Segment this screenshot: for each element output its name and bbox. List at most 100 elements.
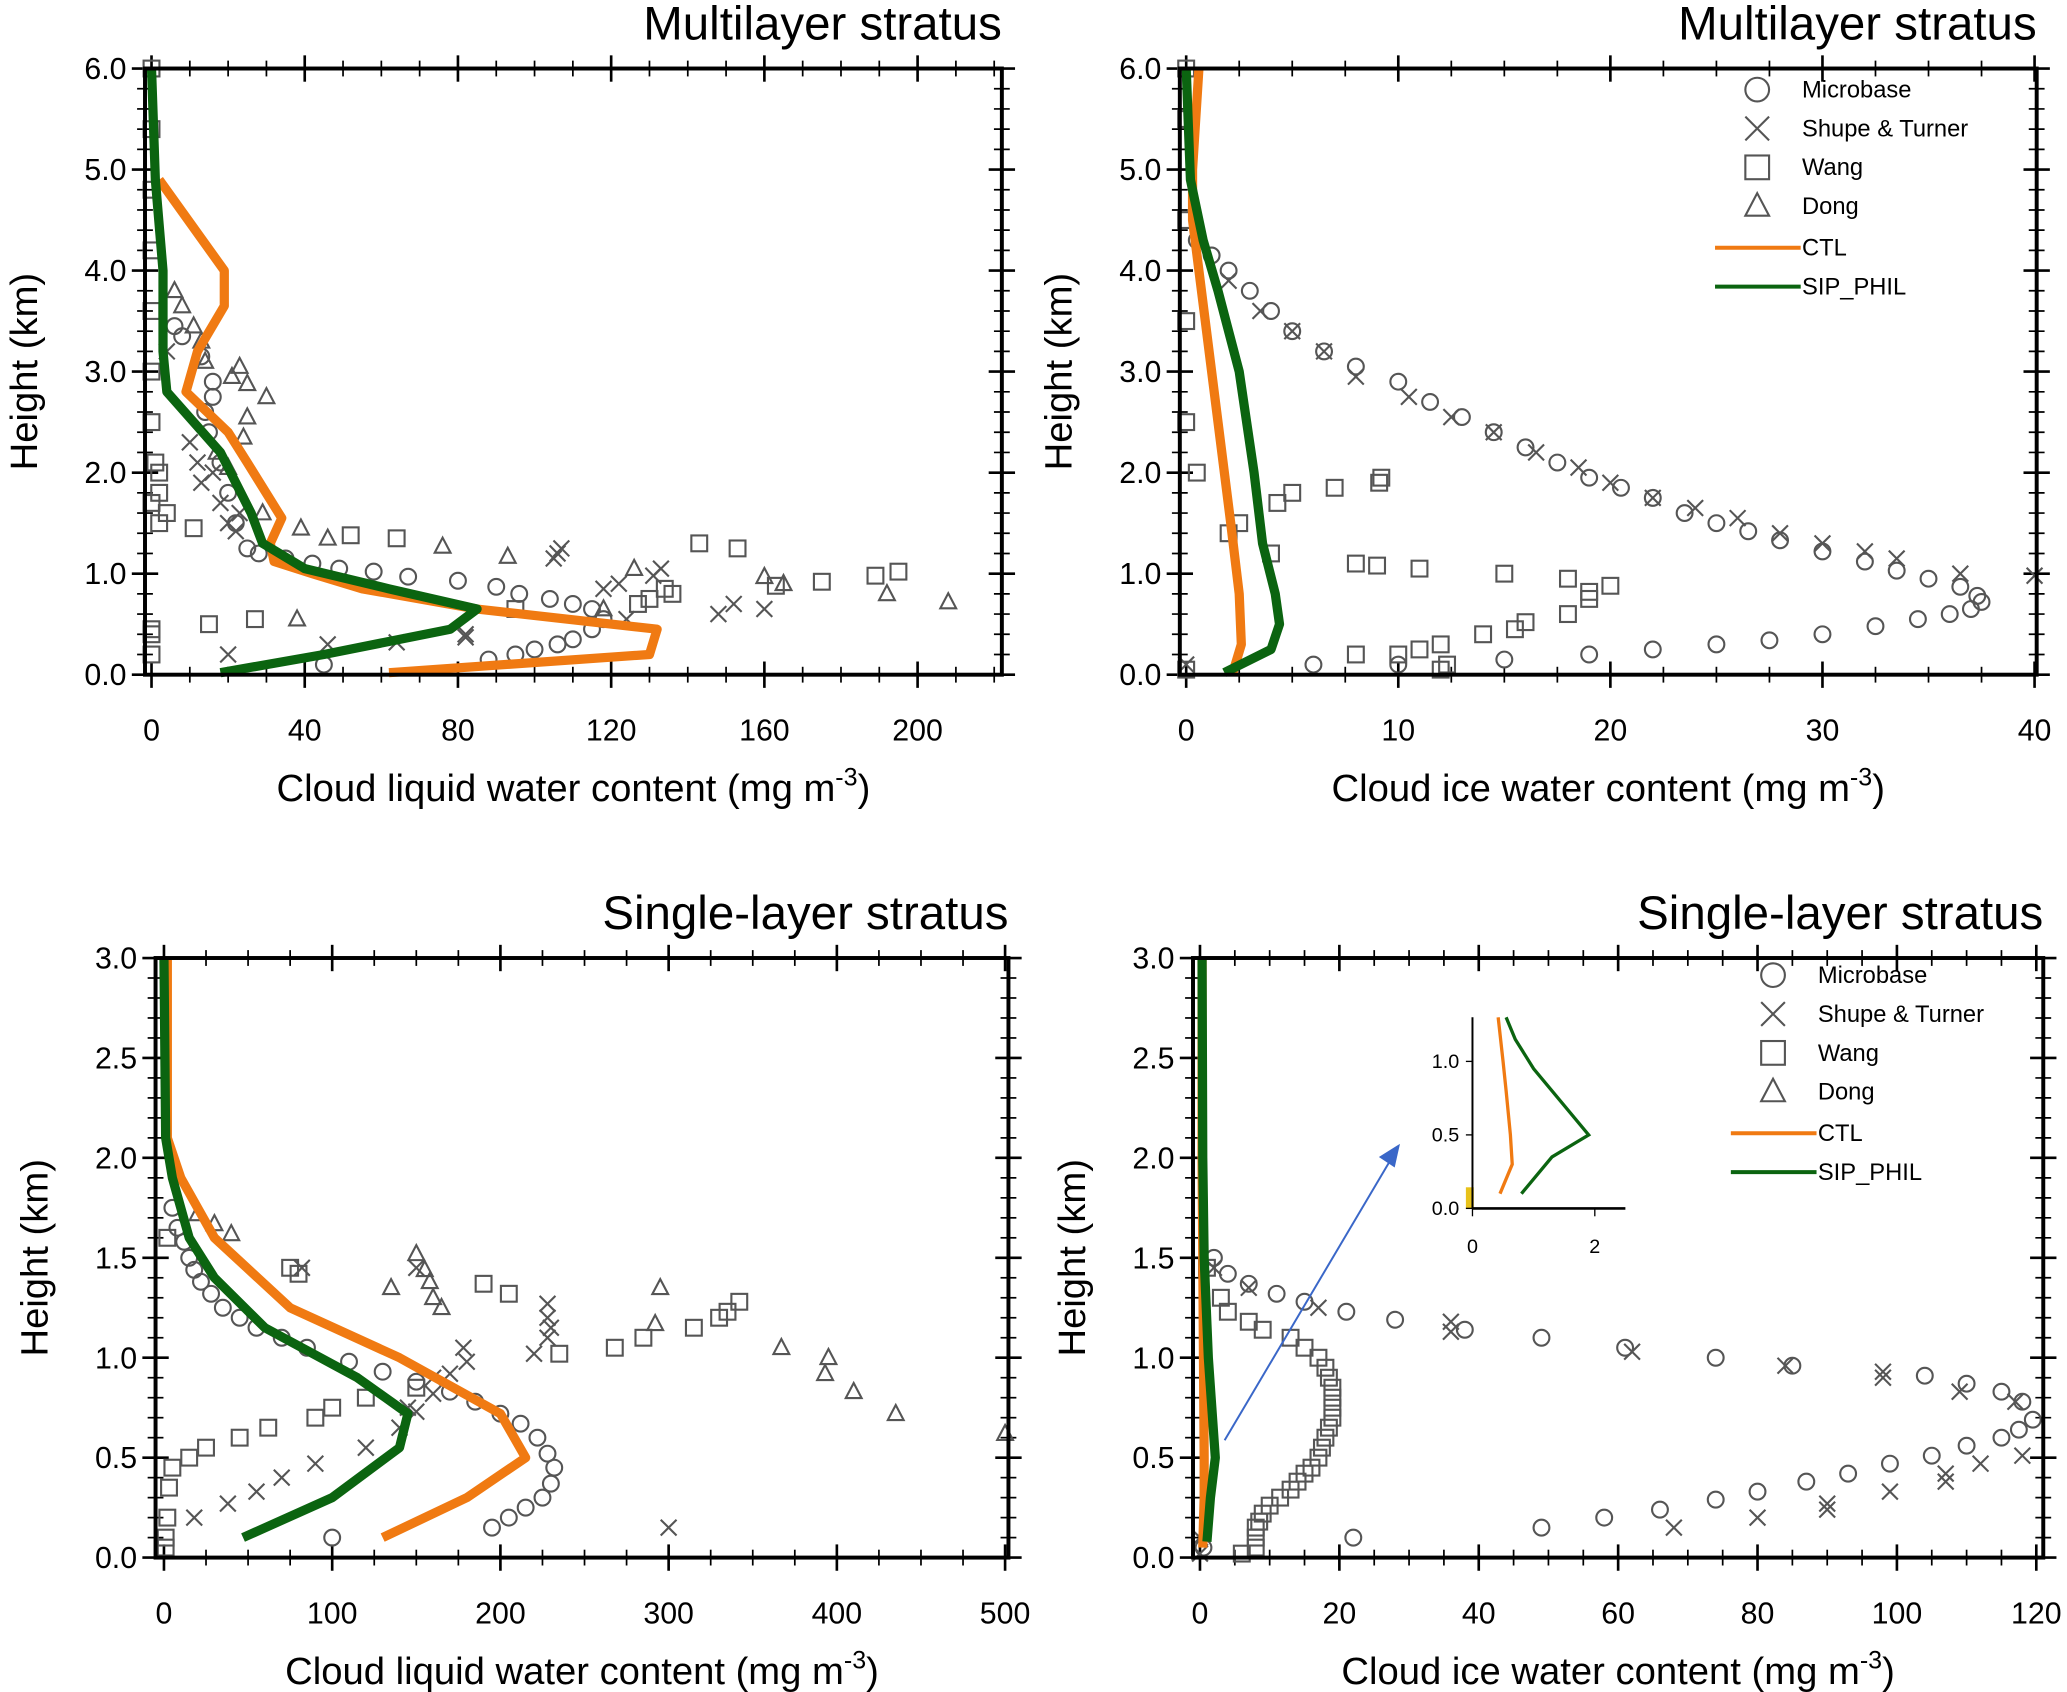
- point-square: [245, 610, 264, 629]
- point-x: [594, 580, 613, 598]
- point-square: [156, 1538, 175, 1557]
- point-circle: [364, 562, 383, 581]
- point-circle: [1957, 1436, 1976, 1455]
- point-square: [1319, 1418, 1338, 1437]
- point-circle: [192, 1272, 210, 1291]
- y-tick-label: 2.0: [1119, 457, 1161, 490]
- point-circle: [516, 1498, 535, 1517]
- legend-item: SIP_PHIL: [1730, 1160, 1922, 1186]
- legend-marker-x: [1760, 1001, 1786, 1027]
- point-x: [1400, 388, 1418, 406]
- x-tick-label: 200: [475, 1597, 526, 1630]
- point-square: [1232, 1544, 1251, 1563]
- point-circle: [1304, 655, 1323, 674]
- point-circle: [1707, 635, 1726, 654]
- point-square: [655, 579, 674, 598]
- point-square: [150, 463, 169, 482]
- point-triangle: [237, 372, 257, 392]
- point-square: [1410, 559, 1429, 578]
- point-circle: [511, 1414, 530, 1433]
- y-axis-label: Height (km): [1051, 1159, 1094, 1356]
- point-square: [1558, 605, 1577, 624]
- point-triangle: [650, 1276, 670, 1296]
- zoom-arrow-line: [1223, 1159, 1392, 1441]
- legend-item: Dong: [1743, 190, 1859, 220]
- inset-y-tick-label: 1.0: [1432, 1051, 1459, 1073]
- point-circle: [1452, 408, 1471, 427]
- y-tick-label: 2.5: [95, 1042, 137, 1075]
- point-square: [1283, 483, 1302, 502]
- point-square: [812, 572, 831, 591]
- point-circle: [1580, 468, 1599, 487]
- zoom-arrow-head-icon: [1378, 1143, 1400, 1168]
- point-circle: [202, 1284, 221, 1303]
- point-square: [163, 1458, 182, 1477]
- point-circle: [1866, 617, 1885, 636]
- line-sip_phil: [1197, 957, 1220, 1542]
- point-square: [1410, 640, 1429, 659]
- legend-label: Dong: [1802, 194, 1859, 220]
- point-x: [1442, 408, 1460, 426]
- point-triangle: [256, 385, 277, 405]
- x-tick-label: 40: [1462, 1597, 1496, 1630]
- y-tick-label: 3.0: [84, 356, 126, 389]
- point-x: [219, 645, 237, 664]
- point-x: [1937, 1464, 1955, 1483]
- point-triangle: [406, 1242, 426, 1262]
- y-tick-label: 1.0: [1119, 558, 1161, 591]
- point-square: [1246, 1518, 1265, 1537]
- x-tick-label: 0: [156, 1597, 173, 1630]
- point-circle: [540, 589, 559, 608]
- point-circle: [1421, 392, 1440, 411]
- x-tick-label: 60: [1601, 1597, 1635, 1630]
- y-tick-label: 5.0: [84, 154, 126, 187]
- panel-title: Multilayer stratus: [1678, 0, 2037, 51]
- point-circle: [1760, 631, 1779, 650]
- line-ctl: [1187, 68, 1246, 674]
- x-tick-label: 300: [643, 1597, 694, 1630]
- point-square: [1323, 1398, 1342, 1417]
- point-square: [1316, 1428, 1335, 1447]
- point-circle: [373, 1362, 392, 1381]
- panel-2: Multilayer stratus Cloud ice water conten…: [1038, 0, 2052, 810]
- point-circle: [1267, 1284, 1286, 1303]
- point-circle: [1992, 1428, 2011, 1447]
- inset-y-tick-label: 0.0: [1432, 1198, 1459, 1220]
- point-square: [1370, 473, 1389, 492]
- point-circle: [1532, 1518, 1551, 1537]
- point-x: [652, 559, 670, 578]
- point-x: [1874, 1369, 1892, 1387]
- legend-item: SIP_PHIL: [1715, 275, 1906, 301]
- line-sip_phil: [146, 68, 482, 678]
- point-circle: [1992, 1382, 2011, 1401]
- point-circle: [563, 630, 582, 649]
- point-circle: [1675, 504, 1694, 523]
- y-tick-label: 2.0: [95, 1142, 137, 1175]
- point-circle: [1386, 1310, 1405, 1329]
- point-circle: [1771, 531, 1790, 550]
- point-square: [1474, 625, 1493, 644]
- x-tick-label: 400: [812, 1597, 863, 1630]
- x-tick-label: 100: [1872, 1597, 1923, 1630]
- legend: Microbase Shupe & Turner Wang Dong CTL SIP_PH…: [1715, 76, 1968, 301]
- point-x: [1813, 534, 1832, 553]
- point-circle: [1813, 625, 1832, 644]
- panel-title: Single-layer stratus: [1637, 887, 2043, 940]
- legend-label: Dong: [1818, 1080, 1875, 1106]
- point-square: [629, 595, 647, 613]
- point-circle: [399, 567, 418, 586]
- y-tick-label: 2.0: [1132, 1142, 1174, 1175]
- y-tick-label: 4.0: [1119, 255, 1161, 288]
- series-sip-phil: [1197, 957, 1220, 1542]
- point-x: [1601, 474, 1620, 492]
- y-tick-label: 1.5: [95, 1242, 137, 1275]
- point-x: [725, 595, 743, 613]
- y-tick-label: 0.0: [1119, 659, 1161, 692]
- point-square: [690, 534, 709, 553]
- point-square: [1580, 589, 1599, 608]
- point-square: [1346, 645, 1365, 664]
- legend-item: CTL: [1715, 236, 1847, 262]
- series-dong: [164, 279, 958, 627]
- y-tick-label: 0.0: [95, 1542, 137, 1575]
- point-square: [1319, 1368, 1338, 1387]
